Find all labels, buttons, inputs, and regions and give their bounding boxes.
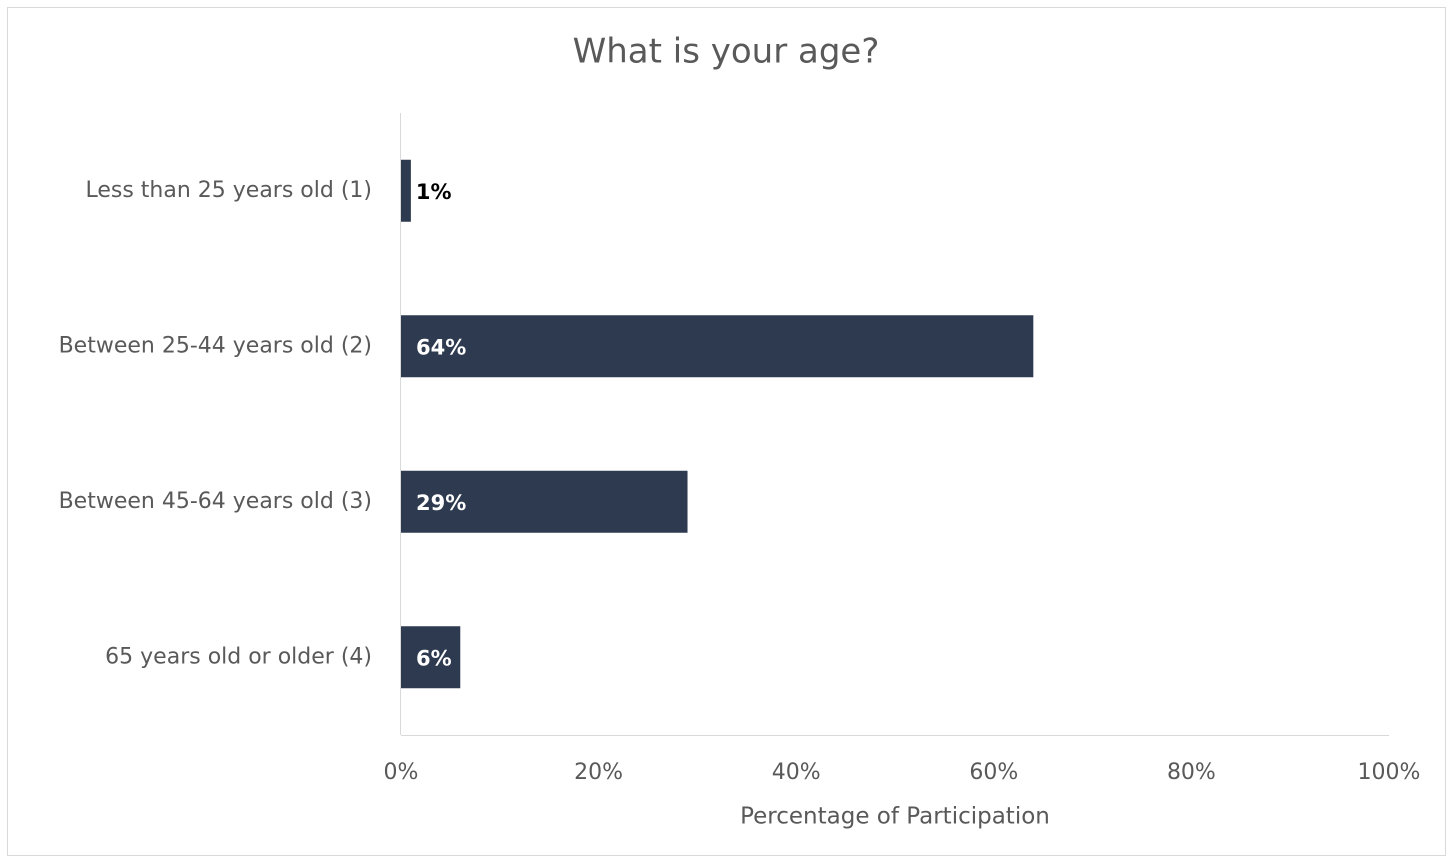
chart-border (7, 7, 1446, 856)
x-tick-label: 20% (574, 760, 623, 785)
bar (401, 159, 411, 222)
bar (401, 470, 688, 533)
x-tick-label: 80% (1167, 760, 1216, 785)
y-tick-label: Between 25-44 years old (2) (59, 333, 372, 358)
data-label: 1% (416, 180, 452, 204)
y-tick-label: 65 years old or older (4) (105, 644, 372, 669)
y-tick-label: Less than 25 years old (1) (85, 178, 372, 203)
x-tick-label: 0% (384, 760, 419, 785)
x-tick-label: 40% (772, 760, 821, 785)
y-tick-label: Between 45-64 years old (3) (59, 489, 372, 514)
bar (401, 315, 1034, 378)
x-tick-label: 60% (969, 760, 1018, 785)
x-axis-title: Percentage of Participation (740, 804, 1050, 830)
data-label: 6% (416, 646, 452, 670)
data-label: 29% (416, 491, 466, 515)
chart-title: What is your age? (573, 32, 880, 72)
x-tick-label: 100% (1358, 760, 1421, 785)
bar (401, 626, 461, 689)
data-label: 64% (416, 335, 466, 359)
